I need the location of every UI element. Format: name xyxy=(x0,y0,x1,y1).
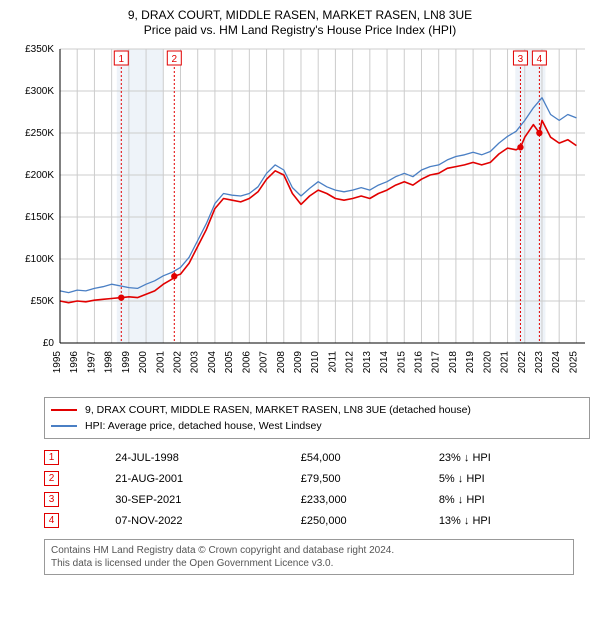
chart-container: 9, DRAX COURT, MIDDLE RASEN, MARKET RASE… xyxy=(0,0,600,620)
svg-text:2024: 2024 xyxy=(551,351,562,374)
sale-delta: 13% ↓ HPI xyxy=(439,510,590,531)
legend-swatch xyxy=(51,409,77,411)
title-block: 9, DRAX COURT, MIDDLE RASEN, MARKET RASE… xyxy=(10,8,590,37)
sale-marker: 2 xyxy=(44,471,59,486)
sale-marker: 3 xyxy=(44,492,59,507)
chart-title: 9, DRAX COURT, MIDDLE RASEN, MARKET RASE… xyxy=(10,8,590,22)
sale-delta: 23% ↓ HPI xyxy=(439,447,590,468)
legend-label: 9, DRAX COURT, MIDDLE RASEN, MARKET RASE… xyxy=(85,404,471,416)
svg-text:1: 1 xyxy=(118,54,124,65)
attribution-footer: Contains HM Land Registry data © Crown c… xyxy=(44,539,574,575)
svg-text:2021: 2021 xyxy=(500,351,511,374)
svg-text:2020: 2020 xyxy=(482,351,493,374)
svg-text:2000: 2000 xyxy=(138,351,149,374)
sale-date: 07-NOV-2022 xyxy=(115,510,301,531)
sale-marker-cell: 3 xyxy=(44,489,115,510)
table-row: 1 24-JUL-1998£54,00023% ↓ HPI xyxy=(44,447,590,468)
sale-marker-cell: 1 xyxy=(44,447,115,468)
svg-text:1999: 1999 xyxy=(121,351,132,374)
line-chart: £0 £50K £100K £150K £200K £250K £300K £350K 1995… xyxy=(10,43,590,391)
legend: 9, DRAX COURT, MIDDLE RASEN, MARKET RASE… xyxy=(44,397,590,439)
legend-item: HPI: Average price, detached house, West… xyxy=(51,418,583,434)
svg-text:£250K: £250K xyxy=(25,128,54,139)
svg-text:2022: 2022 xyxy=(517,351,528,374)
svg-text:2023: 2023 xyxy=(534,351,545,374)
legend-item: 9, DRAX COURT, MIDDLE RASEN, MARKET RASE… xyxy=(51,402,583,418)
svg-text:2010: 2010 xyxy=(310,351,321,374)
svg-text:2006: 2006 xyxy=(241,351,252,374)
sale-date: 30-SEP-2021 xyxy=(115,489,301,510)
sale-marker: 4 xyxy=(44,513,59,528)
svg-text:2017: 2017 xyxy=(431,351,442,374)
svg-text:1996: 1996 xyxy=(69,351,80,374)
svg-text:£150K: £150K xyxy=(25,212,54,223)
footer-line-2: This data is licensed under the Open Gov… xyxy=(51,557,567,570)
svg-text:£350K: £350K xyxy=(25,44,54,55)
chart-area: £0 £50K £100K £150K £200K £250K £300K £350K 1995… xyxy=(10,43,590,391)
svg-text:£200K: £200K xyxy=(25,170,54,181)
svg-text:2004: 2004 xyxy=(207,351,218,374)
svg-text:2016: 2016 xyxy=(413,351,424,374)
svg-text:£0: £0 xyxy=(43,338,55,349)
sale-marker-cell: 2 xyxy=(44,468,115,489)
sale-price: £54,000 xyxy=(301,447,439,468)
svg-text:3: 3 xyxy=(518,54,524,65)
svg-text:1998: 1998 xyxy=(104,351,115,374)
svg-text:1997: 1997 xyxy=(86,351,97,374)
svg-text:2003: 2003 xyxy=(190,351,201,374)
legend-swatch xyxy=(51,425,77,427)
sale-price: £233,000 xyxy=(301,489,439,510)
svg-text:£300K: £300K xyxy=(25,86,54,97)
svg-text:2015: 2015 xyxy=(396,351,407,374)
svg-text:2005: 2005 xyxy=(224,351,235,374)
svg-text:2018: 2018 xyxy=(448,351,459,374)
legend-label: HPI: Average price, detached house, West… xyxy=(85,420,322,432)
sale-date: 24-JUL-1998 xyxy=(115,447,301,468)
svg-text:2025: 2025 xyxy=(568,351,579,374)
table-row: 3 30-SEP-2021£233,0008% ↓ HPI xyxy=(44,489,590,510)
svg-text:2002: 2002 xyxy=(172,351,183,374)
svg-text:£50K: £50K xyxy=(31,296,55,307)
sale-date: 21-AUG-2001 xyxy=(115,468,301,489)
sale-marker-cell: 4 xyxy=(44,510,115,531)
svg-text:4: 4 xyxy=(537,54,543,65)
svg-text:2014: 2014 xyxy=(379,351,390,374)
svg-text:2001: 2001 xyxy=(155,351,166,374)
footer-line-1: Contains HM Land Registry data © Crown c… xyxy=(51,544,567,557)
chart-subtitle: Price paid vs. HM Land Registry's House … xyxy=(10,23,590,37)
sale-delta: 8% ↓ HPI xyxy=(439,489,590,510)
svg-text:2009: 2009 xyxy=(293,351,304,374)
sale-price: £79,500 xyxy=(301,468,439,489)
sale-price: £250,000 xyxy=(301,510,439,531)
sale-delta: 5% ↓ HPI xyxy=(439,468,590,489)
table-row: 2 21-AUG-2001£79,5005% ↓ HPI xyxy=(44,468,590,489)
svg-text:2019: 2019 xyxy=(465,351,476,374)
svg-text:2008: 2008 xyxy=(276,351,287,374)
table-row: 4 07-NOV-2022£250,00013% ↓ HPI xyxy=(44,510,590,531)
svg-text:2013: 2013 xyxy=(362,351,373,374)
sale-marker: 1 xyxy=(44,450,59,465)
svg-text:1995: 1995 xyxy=(52,351,63,374)
svg-text:2011: 2011 xyxy=(327,351,338,373)
sales-table: 1 24-JUL-1998£54,00023% ↓ HPI 2 21-AUG-2001… xyxy=(44,447,590,531)
svg-text:2012: 2012 xyxy=(345,351,356,374)
svg-text:2: 2 xyxy=(172,54,178,65)
svg-text:£100K: £100K xyxy=(25,254,54,265)
svg-text:2007: 2007 xyxy=(259,351,270,374)
